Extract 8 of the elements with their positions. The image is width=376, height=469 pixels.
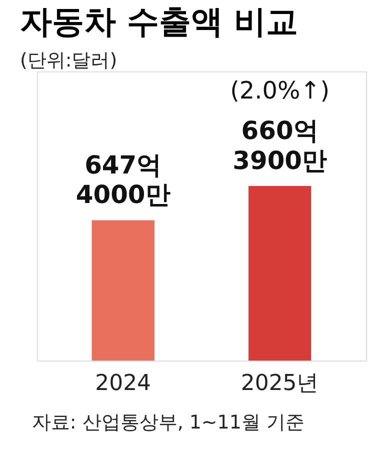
x-tick-label: 2024 xyxy=(95,371,152,396)
annotation: (2.0%↑) xyxy=(230,76,330,104)
x-tick-label: 2025년 xyxy=(240,371,319,396)
chart-subtitle: (단위:달러) xyxy=(20,49,118,72)
text: 자료: 산업통상부, 1~11월 기준 xyxy=(32,411,304,434)
chart-title: 자동차 수출액 비교 xyxy=(20,2,298,40)
data-label: 647억 4000만 xyxy=(76,150,170,210)
data-label: 660억 3900만 xyxy=(232,116,328,176)
